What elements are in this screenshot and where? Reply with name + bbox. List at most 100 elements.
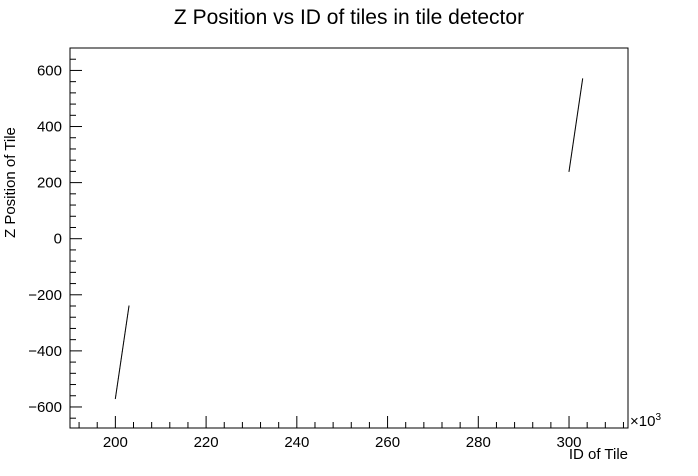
data-point bbox=[576, 116, 578, 118]
data-point bbox=[126, 317, 128, 319]
data-point bbox=[570, 156, 572, 158]
data-point bbox=[581, 82, 583, 84]
data-point bbox=[117, 378, 119, 380]
y-tick-label: −600 bbox=[28, 399, 62, 416]
data-point bbox=[569, 162, 571, 164]
data-point bbox=[123, 336, 125, 338]
data-point bbox=[576, 118, 578, 120]
data-point bbox=[574, 133, 576, 135]
data-point bbox=[115, 394, 117, 396]
data-point bbox=[578, 106, 580, 108]
data-point bbox=[582, 79, 584, 81]
data-point bbox=[573, 137, 575, 139]
data-point bbox=[569, 160, 571, 162]
data-point bbox=[128, 306, 130, 308]
data-point bbox=[573, 136, 575, 138]
data-point bbox=[127, 310, 129, 312]
data-point bbox=[119, 364, 121, 366]
data-point bbox=[116, 386, 118, 388]
data-point bbox=[119, 365, 121, 367]
data-point bbox=[571, 149, 573, 151]
data-point bbox=[580, 88, 582, 90]
data-point bbox=[114, 398, 116, 400]
data-point bbox=[122, 347, 124, 349]
data-point bbox=[124, 334, 126, 336]
data-point bbox=[576, 117, 578, 119]
data-point bbox=[118, 374, 120, 376]
data-point bbox=[569, 161, 571, 163]
data-point bbox=[128, 305, 130, 307]
data-point bbox=[568, 170, 570, 172]
data-point bbox=[573, 136, 575, 138]
data-point bbox=[115, 391, 117, 393]
data-point bbox=[575, 124, 577, 126]
data-point bbox=[572, 143, 574, 145]
data-point bbox=[118, 371, 120, 373]
data-point bbox=[125, 324, 127, 326]
x-tick-label: 220 bbox=[194, 434, 219, 451]
data-point bbox=[124, 333, 126, 335]
data-point bbox=[122, 348, 124, 350]
y-tick-label: 200 bbox=[37, 175, 62, 192]
data-point bbox=[569, 164, 571, 166]
data-point bbox=[128, 308, 130, 310]
data-point bbox=[573, 135, 575, 137]
data-point bbox=[572, 145, 574, 147]
data-point bbox=[128, 307, 130, 309]
data-point bbox=[580, 86, 582, 88]
y-tick-label: −200 bbox=[28, 287, 62, 304]
data-point bbox=[573, 139, 575, 141]
data-point bbox=[572, 142, 574, 144]
data-point bbox=[575, 123, 577, 125]
data-point bbox=[127, 314, 129, 316]
data-point bbox=[121, 351, 123, 353]
y-tick-label: 0 bbox=[54, 231, 62, 248]
data-point bbox=[574, 126, 576, 128]
data-point bbox=[581, 86, 582, 88]
data-point bbox=[126, 317, 128, 319]
data-point bbox=[581, 82, 583, 84]
data-point bbox=[570, 158, 572, 160]
data-point bbox=[579, 99, 581, 101]
data-point bbox=[575, 121, 577, 123]
y-axis-label: Z Position of Tile bbox=[2, 127, 19, 238]
data-point bbox=[569, 163, 571, 165]
data-point bbox=[126, 321, 128, 323]
data-point bbox=[115, 395, 117, 397]
data-point bbox=[573, 134, 575, 136]
data-point bbox=[125, 324, 127, 326]
data-point bbox=[580, 90, 582, 92]
data-point bbox=[578, 100, 580, 102]
data-point bbox=[121, 351, 123, 353]
data-point bbox=[578, 99, 580, 101]
x-tick-label: 200 bbox=[103, 434, 128, 451]
data-point bbox=[126, 320, 128, 322]
data-point bbox=[122, 349, 124, 351]
data-point bbox=[116, 384, 118, 386]
data-point bbox=[115, 394, 117, 396]
x-axis-label: ID of Tile bbox=[568, 446, 628, 463]
data-point bbox=[117, 381, 119, 383]
data-point bbox=[121, 355, 123, 357]
data-point bbox=[123, 341, 125, 343]
data-point bbox=[578, 104, 580, 106]
data-point bbox=[580, 89, 582, 91]
data-point bbox=[117, 381, 119, 383]
data-point bbox=[579, 96, 581, 98]
data-point bbox=[123, 338, 125, 340]
data-point bbox=[574, 127, 576, 129]
data-point bbox=[125, 327, 127, 329]
data-point bbox=[124, 331, 126, 333]
data-point bbox=[119, 363, 121, 365]
data-point bbox=[117, 380, 119, 382]
data-point bbox=[572, 146, 574, 148]
data-point bbox=[575, 123, 577, 125]
data-point bbox=[580, 91, 582, 93]
data-point bbox=[572, 140, 574, 142]
data-point bbox=[124, 332, 126, 334]
data-point bbox=[575, 120, 577, 122]
data-point bbox=[127, 315, 129, 317]
data-point bbox=[580, 87, 582, 89]
data-point bbox=[121, 352, 123, 354]
